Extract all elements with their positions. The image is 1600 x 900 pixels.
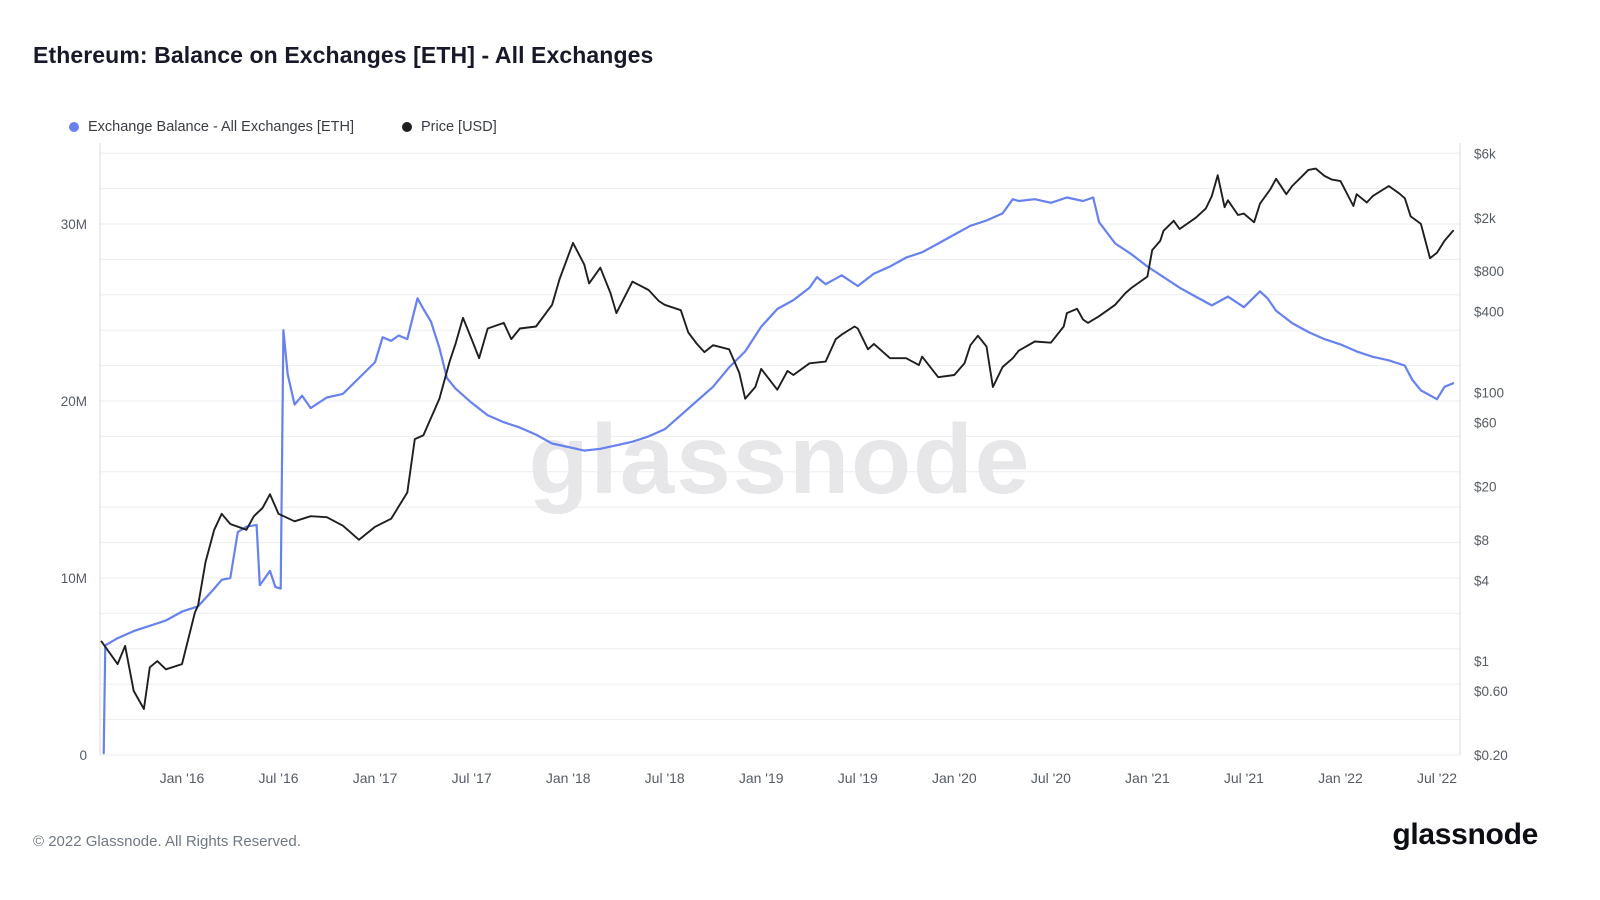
right-axis-tick-label: $400 bbox=[1474, 305, 1504, 320]
right-axis-tick-label: $60 bbox=[1474, 415, 1497, 430]
x-axis-tick-label: Jul '21 bbox=[1224, 770, 1264, 786]
right-axis-tick-label: $4 bbox=[1474, 573, 1490, 588]
right-axis-tick-label: $8 bbox=[1474, 533, 1489, 548]
left-axis-tick-label: 0 bbox=[79, 748, 87, 763]
chart-legend: Exchange Balance - All Exchanges [ETH] P… bbox=[69, 119, 497, 135]
x-axis-tick-label: Jan '19 bbox=[739, 770, 784, 786]
x-axis-tick-label: Jan '21 bbox=[1125, 770, 1170, 786]
right-axis-tick-label: $6k bbox=[1474, 147, 1496, 162]
legend-swatch-balance-icon bbox=[69, 122, 79, 132]
right-axis-tick-label: $2k bbox=[1474, 211, 1496, 226]
x-axis-tick-label: Jan '18 bbox=[546, 770, 591, 786]
legend-label-price: Price [USD] bbox=[420, 119, 497, 135]
legend-swatch-price-icon bbox=[401, 122, 412, 132]
legend-item-exchange-balance[interactable]: Exchange Balance - All Exchanges [ETH] bbox=[69, 119, 354, 135]
x-axis-tick-label: Jan '20 bbox=[932, 770, 977, 786]
left-axis-tick-label: 10M bbox=[61, 571, 87, 586]
left-axis-tick-label: 30M bbox=[61, 217, 87, 232]
x-axis-tick-label: Jul '18 bbox=[645, 770, 685, 786]
footer-copyright: © 2022 Glassnode. All Rights Reserved. bbox=[33, 833, 301, 850]
legend-label-exchange-balance: Exchange Balance - All Exchanges [ETH] bbox=[88, 119, 354, 135]
x-axis-tick-label: Jan '22 bbox=[1318, 770, 1363, 786]
x-axis-tick-label: Jan '16 bbox=[160, 770, 205, 786]
chart-card: Exchange Balance - All Exchanges [ETH] P… bbox=[33, 105, 1537, 800]
x-axis-tick-label: Jan '17 bbox=[353, 770, 398, 786]
right-axis-tick-label: $20 bbox=[1474, 479, 1497, 494]
price-line bbox=[100, 167, 1455, 710]
x-axis-tick-label: Jul '22 bbox=[1417, 770, 1457, 786]
x-axis-tick-label: Jul '19 bbox=[838, 770, 878, 786]
x-axis-tick-label: Jul '17 bbox=[452, 770, 492, 786]
page-title: Ethereum: Balance on Exchanges [ETH] - A… bbox=[33, 42, 654, 68]
legend-item-price[interactable]: Price [USD] bbox=[401, 119, 497, 135]
right-axis-tick-label: $100 bbox=[1474, 386, 1504, 401]
chart-plot[interactable]: glassnode 30M 20M 10M 0 $6k $2k $800 $400 $100 $60… bbox=[33, 105, 1537, 800]
x-axis-tick-label: Jul '20 bbox=[1031, 770, 1071, 786]
x-axis-tick-label: Jul '16 bbox=[258, 770, 298, 786]
glassnode-watermark: glassnode bbox=[529, 404, 1032, 514]
right-axis-tick-label: $800 bbox=[1474, 264, 1504, 279]
left-axis-tick-label: 20M bbox=[61, 394, 87, 409]
exchange-balance-line bbox=[102, 196, 1455, 755]
glassnode-logo: glassnode bbox=[1392, 818, 1538, 851]
right-axis-tick-label: $0.20 bbox=[1474, 748, 1508, 763]
right-axis-tick-label: $1 bbox=[1474, 654, 1489, 669]
right-axis-tick-label: $0.60 bbox=[1474, 684, 1508, 699]
